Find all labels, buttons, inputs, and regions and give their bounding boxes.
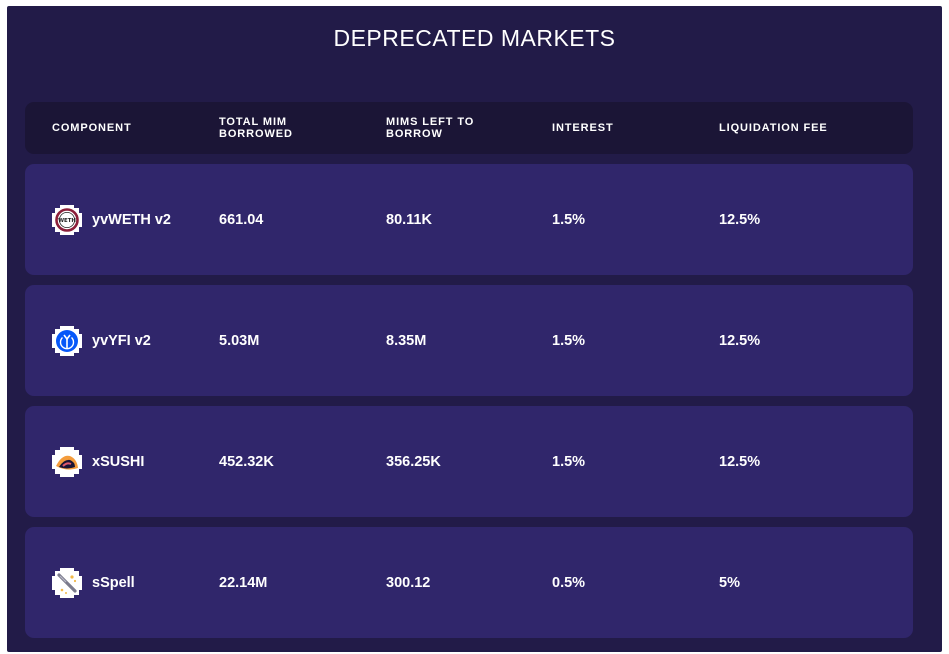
- interest-value: 1.5%: [552, 332, 586, 349]
- interest-value: 1.5%: [552, 453, 586, 470]
- column-header-total-mim-borrowed[interactable]: TOTAL MIM BORROWED: [219, 116, 293, 140]
- column-header-liquidation-fee[interactable]: LIQUIDATION FEE: [719, 122, 828, 134]
- svg-text:WETH: WETH: [58, 218, 76, 224]
- total-mim-borrowed-value: 22.14M: [219, 574, 268, 591]
- total-mim-borrowed-value: 661.04: [219, 211, 264, 228]
- table-header: COMPONENT TOTAL MIM BORROWED MIMS LEFT T…: [25, 102, 913, 154]
- column-header-interest[interactable]: INTEREST: [552, 122, 614, 134]
- component-cell: xSUSHI: [52, 406, 144, 517]
- sushi-token-icon: [52, 446, 82, 477]
- spell-token-icon: [52, 567, 82, 598]
- total-mim-borrowed-value: 5.03M: [219, 332, 260, 349]
- weth-token-icon: WETH: [52, 204, 82, 235]
- interest-value: 0.5%: [552, 574, 586, 591]
- total-mim-borrowed-value: 452.32K: [219, 453, 274, 470]
- market-name: xSUSHI: [92, 453, 145, 470]
- yfi-token-icon: [52, 325, 82, 356]
- mims-left-value: 80.11K: [386, 211, 432, 228]
- liquidation-fee-value: 12.5%: [719, 453, 761, 470]
- component-cell: sSpell: [52, 527, 135, 638]
- liquidation-fee-value: 5%: [719, 574, 740, 591]
- deprecated-markets-panel: DEPRECATED MARKETS COMPONENT TOTAL MIM B…: [7, 6, 942, 652]
- mims-left-value: 356.25K: [386, 453, 441, 470]
- market-name: yvYFI v2: [92, 332, 151, 349]
- market-row-yvweth[interactable]: WETH yvWETH v2 661.04 80.11K 1.5% 12.5%: [25, 164, 913, 275]
- interest-value: 1.5%: [552, 211, 586, 228]
- market-row-yvyfi[interactable]: yvYFI v2 5.03M 8.35M 1.5% 12.5%: [25, 285, 913, 396]
- column-header-component[interactable]: COMPONENT: [52, 122, 132, 134]
- component-cell: yvYFI v2: [52, 285, 151, 396]
- mims-left-value: 300.12: [386, 574, 431, 591]
- market-name: sSpell: [92, 574, 135, 591]
- column-header-mims-left-to-borrow[interactable]: MIMS LEFT TO BORROW: [386, 116, 475, 140]
- component-cell: WETH yvWETH v2: [52, 164, 171, 275]
- mims-left-value: 8.35M: [386, 332, 427, 349]
- page-title: DEPRECATED MARKETS: [333, 25, 616, 51]
- market-row-sspell[interactable]: sSpell 22.14M 300.12 0.5% 5%: [25, 527, 913, 638]
- market-name: yvWETH v2: [92, 211, 171, 228]
- market-row-xsushi[interactable]: xSUSHI 452.32K 356.25K 1.5% 12.5%: [25, 406, 913, 517]
- liquidation-fee-value: 12.5%: [719, 332, 761, 349]
- liquidation-fee-value: 12.5%: [719, 211, 761, 228]
